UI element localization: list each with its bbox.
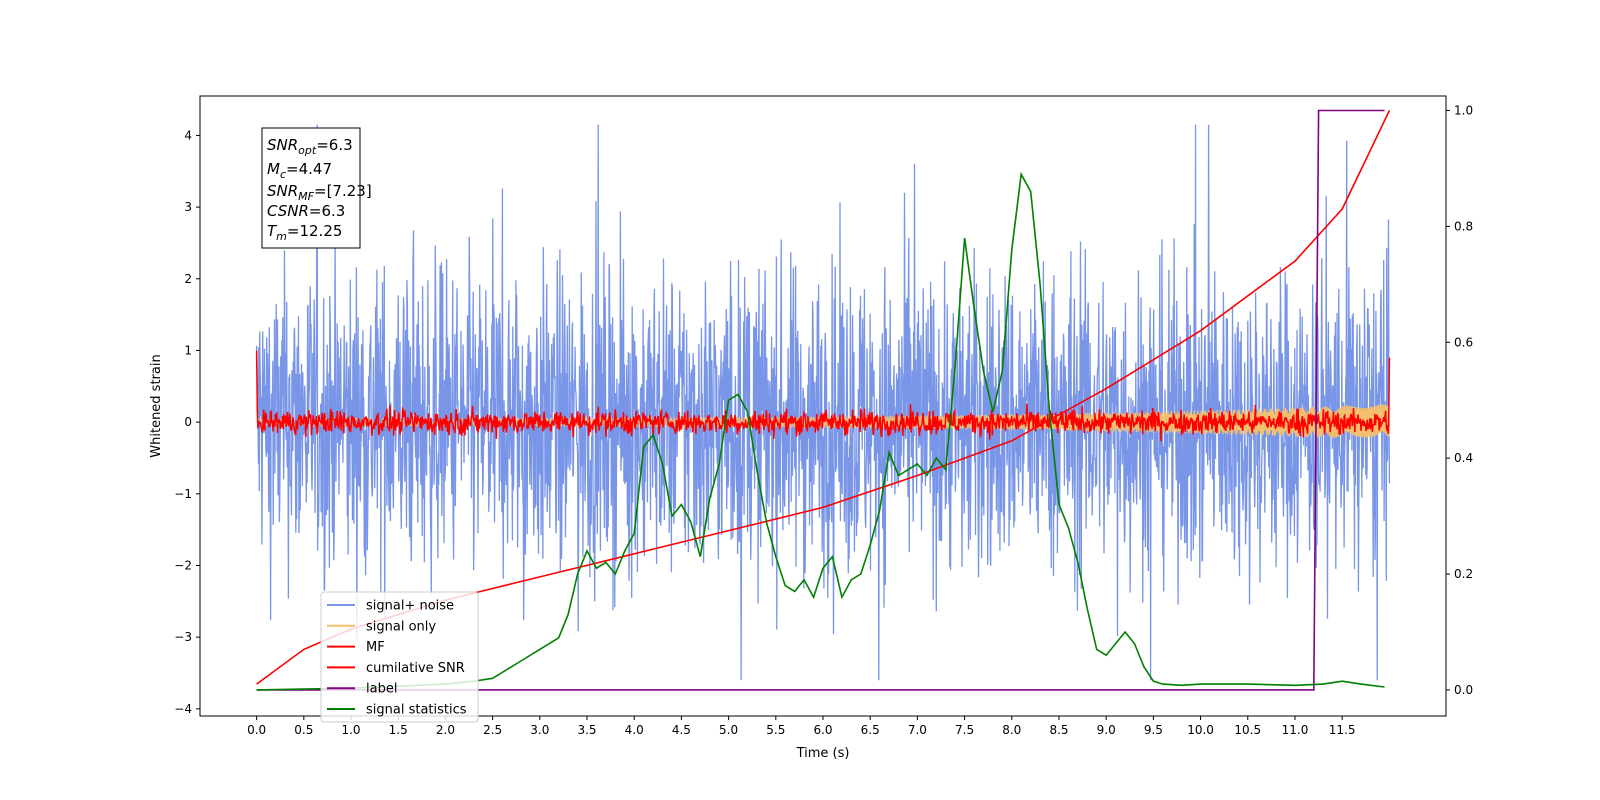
info-snr-opt: SNRopt=6.3: [267, 136, 353, 157]
x-tick-label: 5.0: [719, 723, 738, 737]
x-axis-title: Time (s): [796, 746, 850, 761]
x-tick-label: 6.5: [861, 723, 880, 737]
x-tick-label: 11.0: [1282, 723, 1309, 737]
y-tick-label: 4: [184, 128, 192, 142]
x-tick-label: 5.5: [766, 723, 785, 737]
y-tick-label: −3: [174, 630, 192, 644]
y-tick-label: 0: [184, 415, 192, 429]
x-tick-label: 1.5: [389, 723, 408, 737]
y2-tick-label: 0.8: [1454, 219, 1473, 233]
series-signal-statistics: [256, 171, 1385, 691]
x-tick-label: 8.5: [1049, 723, 1068, 737]
series-label: [256, 109, 1385, 691]
legend-label: MF: [366, 640, 385, 655]
legend-frame: [320, 591, 479, 723]
x-tick-label: 4.0: [625, 723, 644, 737]
y2-tick-label: 0.0: [1454, 683, 1473, 697]
info-tm: Tm=12.25: [267, 222, 342, 243]
x-tick-label: 11.5: [1329, 723, 1356, 737]
y-axis-right: 0.0 0.2 0.4 0.6 0.8 1.0: [1446, 103, 1473, 697]
x-tick-label: 10.0: [1187, 723, 1214, 737]
x-tick-label: 3.5: [577, 723, 596, 737]
y-axis-title: Whitened strain: [149, 354, 164, 457]
y2-tick-label: 1.0: [1454, 103, 1473, 117]
x-tick-label: 7.5: [955, 723, 974, 737]
x-tick-label: 8.0: [1002, 723, 1021, 737]
info-box-frame: [261, 127, 361, 249]
y-tick-label: 1: [184, 343, 192, 357]
x-tick-label: 2.0: [436, 723, 455, 737]
series-mf: [255, 350, 1391, 442]
info-mc: Mc=4.47: [267, 160, 332, 181]
legend-label: signal only: [366, 619, 436, 634]
info-csnr: CSNR=6.3: [267, 202, 345, 220]
x-tick-label: 9.5: [1144, 723, 1163, 737]
info-box: SNRopt=6.3 Mc=4.47 SNRMF=[7.23] CSNR=6.3…: [261, 127, 372, 249]
x-tick-label: 0.0: [247, 723, 266, 737]
y2-tick-label: 0.6: [1454, 335, 1473, 349]
y2-tick-label: 0.4: [1454, 451, 1473, 465]
info-snr-mf: SNRMF=[7.23]: [267, 182, 372, 203]
x-tick-label: 0.5: [294, 723, 313, 737]
y-tick-label: −2: [174, 558, 192, 572]
x-tick-label: 6.0: [813, 723, 832, 737]
legend-label: cumilative SNR: [366, 661, 465, 676]
y-tick-label: −1: [174, 487, 192, 501]
x-tick-label: 9.0: [1097, 723, 1116, 737]
x-tick-label: 3.0: [530, 723, 549, 737]
x-axis: 0.0 0.5 1.0 1.5 2.0 2.5 3.0 3.5 4.0 4.5 5.0 5.5 6.0 6…: [247, 716, 1356, 737]
y-tick-label: −4: [174, 702, 192, 716]
legend: signal+ noise signal only MF cumilative SNR…: [320, 591, 479, 723]
legend-label: signal statistics: [366, 703, 467, 718]
x-tick-label: 1.0: [341, 723, 360, 737]
legend-label: label: [366, 682, 397, 697]
legend-label: signal+ noise: [366, 599, 454, 614]
y-tick-label: 2: [184, 272, 192, 286]
y-tick-label: 3: [184, 200, 192, 214]
series-signal-noise: [255, 124, 1391, 681]
y2-tick-label: 0.2: [1454, 567, 1473, 581]
x-tick-label: 2.5: [483, 723, 502, 737]
y-axis-left: −4 −3 −2 −1 0 1 2 3 4: [174, 128, 200, 716]
x-tick-label: 10.5: [1234, 723, 1261, 737]
x-tick-label: 7.0: [908, 723, 927, 737]
x-tick-label: 4.5: [672, 723, 691, 737]
